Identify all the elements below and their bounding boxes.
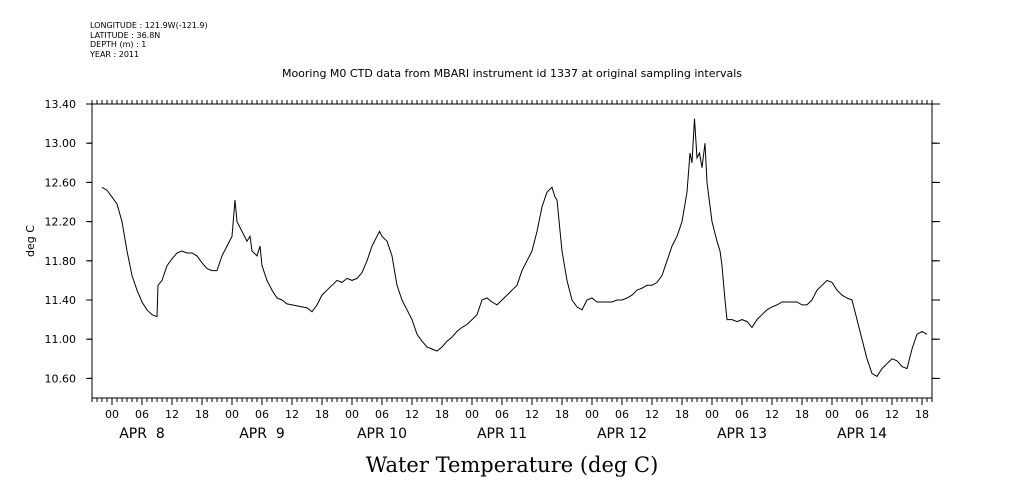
x-tick-label: 06 (495, 408, 509, 421)
x-tick-label: 06 (135, 408, 149, 421)
temperature-series-line (101, 118, 928, 378)
y-tick-label: 11.00 (45, 333, 77, 346)
plot-frame (91, 103, 933, 399)
x-tick-label: 00 (225, 408, 239, 421)
x-tick-label: 06 (855, 408, 869, 421)
day-label: APR 12 (597, 426, 647, 442)
year-label: YEAR : 2011 (90, 49, 140, 59)
metadata-block: LONGITUDE : 121.9W(-121.9) LATITUDE : 36… (90, 21, 208, 59)
x-tick-label: 06 (375, 408, 389, 421)
x-tick-label: 18 (555, 408, 569, 421)
x-tick-label: 18 (675, 408, 689, 421)
day-label: APR 10 (357, 426, 407, 442)
y-tick-label: 13.00 (45, 137, 77, 150)
longitude-label: LONGITUDE : 121.9W(-121.9) (90, 21, 208, 30)
x-axis-title: Water Temperature (deg C) (365, 453, 659, 477)
x-tick-label: 06 (255, 408, 269, 421)
x-tick-label: 00 (585, 408, 599, 421)
x-tick-label: 18 (195, 408, 209, 421)
x-tick-label: 00 (705, 408, 719, 421)
x-tick-label: 12 (405, 408, 419, 421)
y-tick-label: 12.20 (45, 216, 77, 229)
y-tick-label: 10.60 (45, 372, 77, 385)
x-tick-label: 06 (615, 408, 629, 421)
y-tick-label: 13.40 (45, 98, 77, 111)
x-tick-label: 12 (165, 408, 179, 421)
day-label: APR 11 (477, 426, 527, 442)
x-tick-label: 18 (795, 408, 809, 421)
y-tick-label: 11.80 (45, 255, 77, 268)
chart-title: Mooring M0 CTD data from MBARI instrumen… (281, 67, 743, 80)
x-tick-label: 18 (915, 408, 929, 421)
y-tick-label: 11.40 (45, 294, 77, 307)
x-tick-label: 18 (435, 408, 449, 421)
day-label: APR 14 (837, 426, 887, 442)
y-tick-label: 12.60 (45, 176, 77, 189)
x-tick-label: 00 (465, 408, 479, 421)
y-axis-title: deg C (24, 225, 37, 257)
day-label: APR 13 (717, 426, 767, 442)
x-tick-label: 00 (345, 408, 359, 421)
day-label: APR 9 (239, 426, 285, 442)
day-label: APR 8 (119, 426, 165, 442)
latitude-label: LATITUDE : 36.8N (90, 30, 161, 40)
x-tick-label: 12 (525, 408, 539, 421)
x-tick-label: 18 (315, 408, 329, 421)
x-tick-label: 00 (825, 408, 839, 421)
depth-label: DEPTH (m) : 1 (90, 40, 147, 50)
x-tick-label: 12 (645, 408, 659, 421)
x-tick-label: 12 (285, 408, 299, 421)
x-tick-label: 12 (885, 408, 899, 421)
x-tick-label: 12 (765, 408, 779, 421)
x-tick-label: 06 (735, 408, 749, 421)
x-tick-label: 00 (105, 408, 119, 421)
